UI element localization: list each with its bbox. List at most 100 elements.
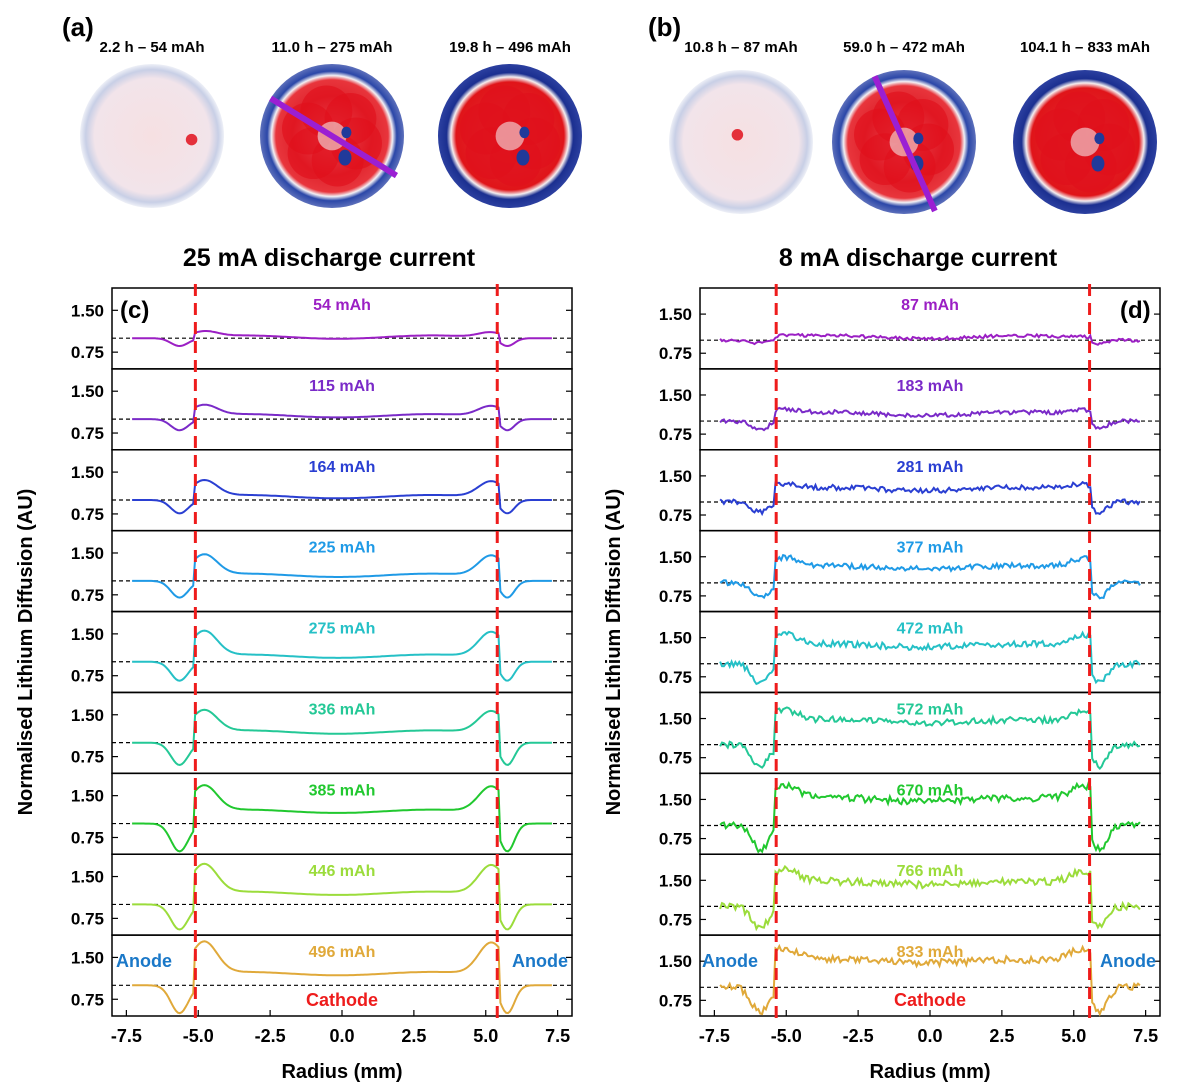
y-tick-label: 0.75 — [71, 343, 104, 362]
series-label: 472 mAh — [897, 621, 964, 638]
y-tick-label: 1.50 — [71, 948, 104, 967]
series-label: 54 mAh — [313, 297, 371, 314]
series-label: 766 mAh — [897, 863, 964, 880]
image-caption: 10.8 h – 87 mAh — [684, 39, 797, 56]
y-tick-label: 0.75 — [71, 748, 104, 767]
y-tick-label: 1.50 — [71, 463, 104, 482]
profile-cut-line — [871, 75, 938, 213]
x-tick-label: -2.5 — [255, 1026, 286, 1046]
y-axis-label: Normalised Lithium Diffusion (AU) — [603, 489, 625, 816]
cathode-spot — [516, 149, 530, 166]
series-label: 385 mAh — [309, 782, 376, 799]
y-axis-label: Normalised Lithium Diffusion (AU) — [15, 489, 37, 816]
series-label: 336 mAh — [309, 701, 376, 718]
x-tick-label: 2.5 — [989, 1026, 1014, 1046]
y-tick-label: 0.75 — [659, 506, 692, 525]
x-tick-label: 2.5 — [401, 1026, 426, 1046]
y-tick-label: 1.50 — [71, 787, 104, 806]
diffusion-center — [495, 121, 525, 151]
series-label: 281 mAh — [897, 459, 964, 476]
cathode-spot — [341, 126, 352, 139]
diffusion-map-disk — [80, 64, 224, 208]
image-caption: 11.0 h – 275 mAh — [272, 39, 393, 56]
y-tick-label: 1.50 — [71, 382, 104, 401]
anode-label-left: Anode — [702, 951, 758, 971]
series-label: 275 mAh — [309, 621, 376, 638]
anode-label-right: Anode — [1100, 951, 1156, 971]
panel-b-title: 8 mA discharge current — [779, 244, 1058, 272]
series-line — [719, 864, 1141, 932]
series-line — [719, 630, 1141, 686]
series-label: 833 mAh — [897, 944, 964, 961]
x-axis-label: Radius (mm) — [869, 1061, 990, 1083]
diffusion-center — [1070, 127, 1100, 157]
series-line — [719, 480, 1141, 517]
y-tick-label: 0.75 — [659, 587, 692, 606]
series-line — [132, 629, 552, 682]
y-tick-label: 0.75 — [71, 828, 104, 847]
diffusion-spot — [731, 129, 744, 141]
y-tick-label: 1.50 — [71, 868, 104, 887]
series-line — [719, 332, 1141, 346]
y-tick-label: 1.50 — [659, 386, 692, 405]
series-line — [719, 943, 1141, 1017]
cathode-spot — [913, 132, 924, 145]
series-line — [132, 330, 552, 348]
series-line — [719, 706, 1141, 770]
y-tick-label: 1.50 — [659, 548, 692, 567]
image-caption: 104.1 h – 833 mAh — [1020, 39, 1150, 56]
y-tick-label: 0.75 — [71, 505, 104, 524]
chart-d: 0.75 1.50 87 mAh 0.75 1.50 183 mAh 0.75 1.50 281… — [603, 284, 1161, 1083]
chart-c: 0.75 1.50 54 mAh 0.75 1.50 115 mAh 0.75 1.50 164… — [15, 284, 573, 1083]
y-tick-label: 1.50 — [71, 544, 104, 563]
panel-b-label: (b) — [648, 12, 681, 42]
y-tick-label: 0.75 — [71, 667, 104, 686]
x-tick-label: -5.0 — [771, 1026, 802, 1046]
y-tick-label: 1.50 — [659, 629, 692, 648]
panel-a-title: 25 mA discharge current — [183, 244, 476, 272]
series-line — [132, 940, 552, 1015]
x-tick-label: -5.0 — [183, 1026, 214, 1046]
series-label: 183 mAh — [897, 378, 964, 395]
y-tick-label: 1.50 — [659, 710, 692, 729]
y-tick-label: 0.75 — [659, 425, 692, 444]
image-caption: 2.2 h – 54 mAh — [99, 39, 204, 56]
y-tick-label: 1.50 — [71, 625, 104, 644]
x-tick-label: -7.5 — [111, 1026, 142, 1046]
y-tick-label: 1.50 — [71, 301, 104, 320]
series-label: 115 mAh — [309, 378, 375, 395]
y-tick-label: 0.75 — [659, 344, 692, 363]
y-tick-label: 0.75 — [659, 991, 692, 1010]
y-tick-label: 0.75 — [659, 830, 692, 849]
anode-label-left: Anode — [116, 951, 172, 971]
series-line — [132, 784, 552, 853]
x-tick-label: 7.5 — [1133, 1026, 1158, 1046]
cathode-spot — [1091, 155, 1105, 172]
panel-a-images: 2.2 h – 54 mAh 11.0 h – 275 mAh 19.8 h – 4… — [80, 39, 582, 208]
anode-label-right: Anode — [512, 951, 568, 971]
panel-b-images: 10.8 h – 87 mAh 59.0 h – 472 mAh 104.1 h –… — [669, 39, 1157, 214]
series-line — [132, 553, 552, 599]
x-tick-label: -2.5 — [843, 1026, 874, 1046]
y-tick-label: 0.75 — [71, 424, 104, 443]
x-tick-label: 7.5 — [545, 1026, 570, 1046]
diffusion-spot — [185, 133, 198, 146]
cathode-spot — [519, 126, 530, 139]
x-tick-label: 5.0 — [1061, 1026, 1086, 1046]
series-line — [719, 780, 1141, 854]
cathode-spot — [1094, 132, 1105, 145]
x-axis-label: Radius (mm) — [281, 1061, 402, 1083]
cathode-spot — [338, 149, 352, 166]
y-tick-label: 0.75 — [71, 586, 104, 605]
image-caption: 19.8 h – 496 mAh — [449, 39, 571, 56]
cathode-label: Cathode — [306, 990, 378, 1010]
panel-a-label: (a) — [62, 12, 94, 42]
y-tick-label: 1.50 — [659, 871, 692, 890]
x-tick-label: 0.0 — [329, 1026, 354, 1046]
y-tick-label: 0.75 — [71, 909, 104, 928]
series-label: 87 mAh — [901, 297, 959, 314]
series-label: 572 mAh — [897, 701, 964, 718]
cathode-label: Cathode — [894, 990, 966, 1010]
y-tick-label: 1.50 — [659, 790, 692, 809]
